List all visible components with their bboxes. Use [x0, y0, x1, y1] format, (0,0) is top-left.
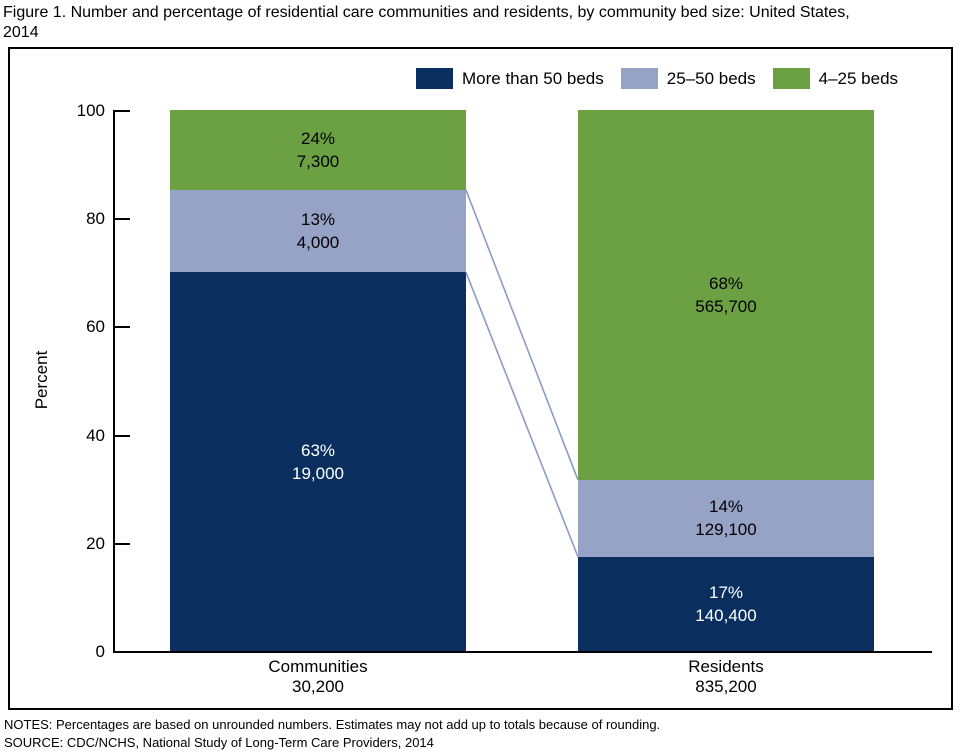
segment-percent-label: 17% — [708, 582, 744, 602]
legend-label-1: 25–50 beds — [666, 68, 756, 88]
segment-percent-label: 13% — [300, 210, 336, 230]
segment-count-label: 129,100 — [695, 520, 757, 540]
y-axis-line — [113, 110, 115, 653]
y-tick — [115, 326, 130, 329]
y-axis-title: Percent — [32, 350, 51, 410]
y-tick-label: 80 — [86, 209, 105, 229]
segment-count-label: 7,300 — [296, 152, 340, 172]
bar-segment-2-communities: 24% 7,300 — [170, 110, 466, 191]
legend-swatch-0 — [416, 68, 453, 89]
category-name: Communities — [268, 657, 368, 676]
source-text: SOURCE: CDC/NCHS, National Study of Long… — [4, 735, 434, 750]
figure-title: Figure 1. Number and percentage of resid… — [3, 3, 953, 43]
figure-title-line1: Figure 1. Number and percentage of resid… — [3, 4, 850, 21]
legend-item-1: 25–50 beds — [620, 68, 756, 89]
segment-count-label: 140,400 — [695, 605, 757, 625]
segment-count-label: 4,000 — [296, 233, 340, 253]
segment-percent-label: 68% — [708, 274, 744, 294]
category-name: Residents — [688, 657, 764, 676]
segment-percent-label: 63% — [300, 440, 336, 460]
bar-segment-2-residents: 68% 565,700 — [578, 110, 874, 481]
legend-item-0: More than 50 beds — [416, 68, 604, 89]
y-tick — [115, 434, 130, 437]
segment-percent-label: 14% — [708, 497, 744, 517]
bar-segment-0-communities: 63% 19,000 — [170, 272, 466, 651]
y-tick-label: 20 — [86, 533, 105, 553]
legend-label-2: 4–25 beds — [818, 68, 899, 88]
bar-segment-0-residents: 17% 140,400 — [578, 556, 874, 651]
y-tick — [115, 542, 130, 545]
bar-segment-1-residents: 14% 129,100 — [578, 480, 874, 557]
segment-count-label: 19,000 — [292, 463, 344, 483]
chart-frame — [8, 47, 953, 710]
segment-count-label: 565,700 — [695, 297, 757, 317]
category-total: 30,200 — [292, 677, 344, 696]
y-tick — [115, 218, 130, 221]
y-tick-label: 60 — [86, 317, 105, 337]
legend-swatch-1 — [620, 68, 658, 89]
legend-swatch-2 — [772, 68, 810, 89]
legend-label-0: More than 50 beds — [462, 68, 604, 88]
x-category-label: Communities 30,200 — [170, 657, 466, 697]
y-tick-label: 0 — [95, 642, 105, 661]
x-axis-line — [113, 651, 932, 653]
y-tick — [115, 110, 130, 112]
y-tick-label: 100 — [76, 101, 105, 120]
legend-item-2: 4–25 beds — [772, 68, 899, 89]
y-tick-label: 40 — [86, 425, 105, 445]
segment-percent-label: 24% — [300, 129, 336, 149]
bar-segment-1-communities: 13% 4,000 — [170, 190, 466, 273]
figure-title-line2: 2014 — [3, 24, 39, 41]
legend: More than 50 beds 25–50 beds 4–25 beds — [416, 68, 898, 89]
x-category-label: Residents 835,200 — [578, 657, 874, 697]
category-total: 835,200 — [695, 677, 757, 696]
notes-text: NOTES: Percentages are based on unrounde… — [4, 717, 661, 732]
y-tick — [115, 651, 130, 653]
